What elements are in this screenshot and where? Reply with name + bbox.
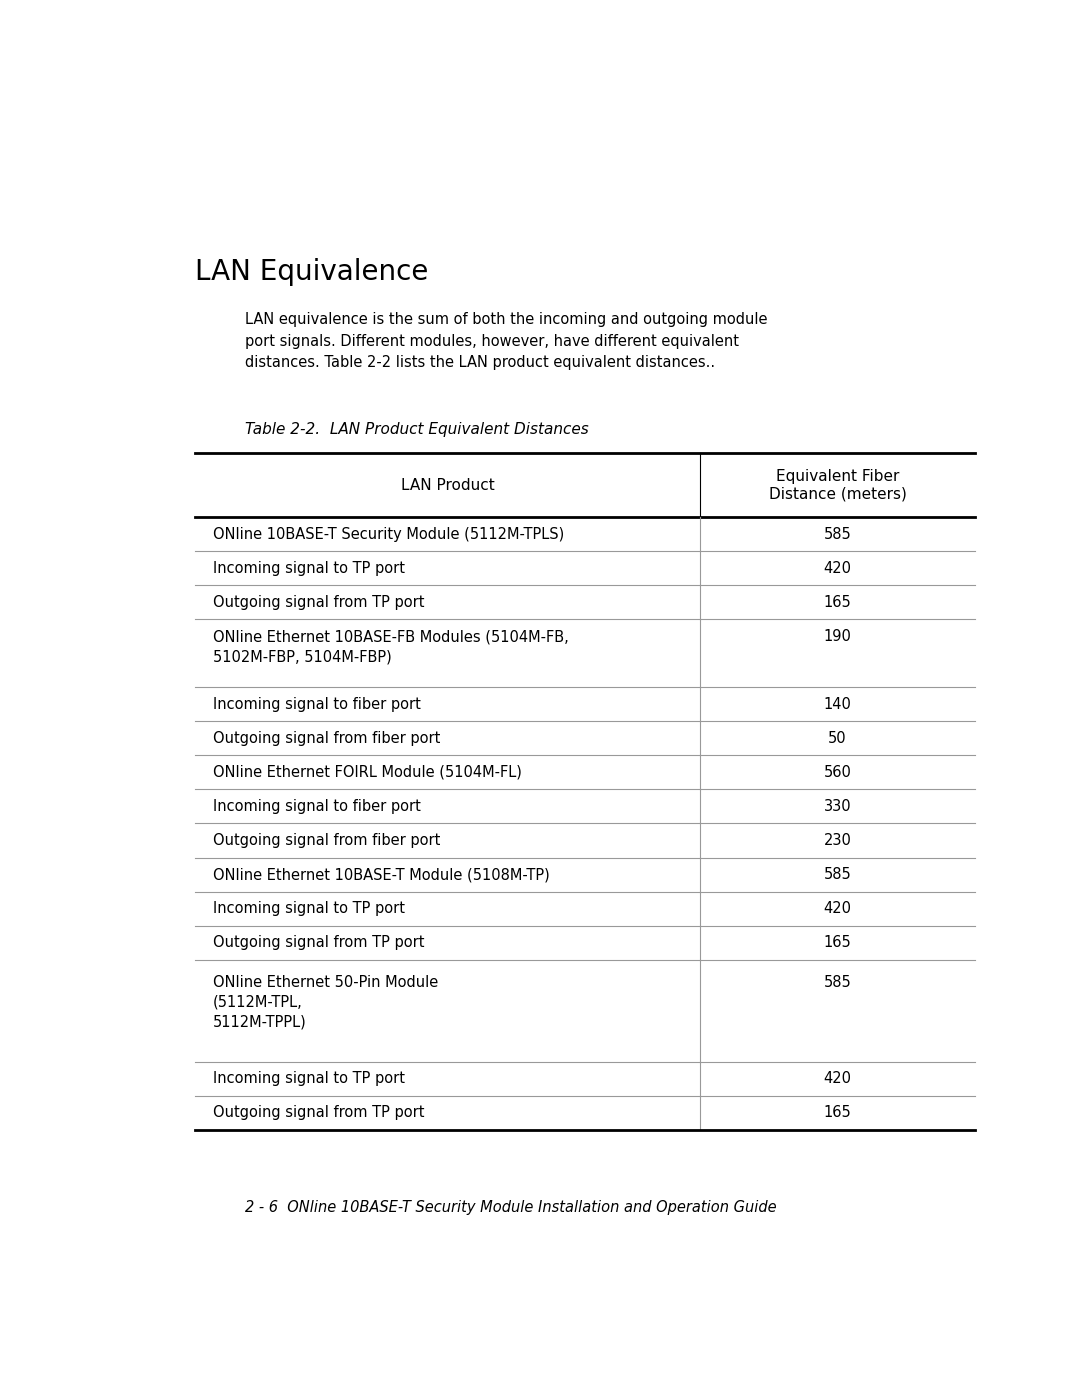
Text: 190: 190	[824, 630, 851, 644]
Text: 420: 420	[824, 1071, 851, 1087]
Text: 330: 330	[824, 799, 851, 814]
Text: 140: 140	[824, 697, 851, 712]
Text: ONline Ethernet 50-Pin Module
(5112M-TPL,
5112M-TPPL): ONline Ethernet 50-Pin Module (5112M-TPL…	[213, 975, 438, 1030]
Text: Incoming signal to TP port: Incoming signal to TP port	[213, 1071, 405, 1087]
Text: Outgoing signal from TP port: Outgoing signal from TP port	[213, 1105, 424, 1120]
Text: 2 - 6  ONline 10BASE-T Security Module Installation and Operation Guide: 2 - 6 ONline 10BASE-T Security Module In…	[245, 1200, 777, 1215]
Text: Outgoing signal from TP port: Outgoing signal from TP port	[213, 935, 424, 950]
Text: ONline 10BASE-T Security Module (5112M-TPLS): ONline 10BASE-T Security Module (5112M-T…	[213, 527, 564, 542]
Text: 165: 165	[824, 595, 851, 609]
Text: Incoming signal to TP port: Incoming signal to TP port	[213, 560, 405, 576]
Text: ONline Ethernet 10BASE-FB Modules (5104M-FB,
5102M-FBP, 5104M-FBP): ONline Ethernet 10BASE-FB Modules (5104M…	[213, 630, 569, 664]
Text: 165: 165	[824, 935, 851, 950]
Text: Incoming signal to fiber port: Incoming signal to fiber port	[213, 799, 421, 814]
Text: ONline Ethernet 10BASE-T Module (5108M-TP): ONline Ethernet 10BASE-T Module (5108M-T…	[213, 868, 550, 882]
Text: 585: 585	[824, 868, 851, 882]
Text: Outgoing signal from fiber port: Outgoing signal from fiber port	[213, 833, 441, 848]
Text: LAN Equivalence: LAN Equivalence	[195, 258, 429, 286]
Text: ONline Ethernet FOIRL Module (5104M-FL): ONline Ethernet FOIRL Module (5104M-FL)	[213, 766, 522, 780]
Text: Outgoing signal from TP port: Outgoing signal from TP port	[213, 595, 424, 609]
Text: Outgoing signal from fiber port: Outgoing signal from fiber port	[213, 731, 441, 746]
Text: 230: 230	[824, 833, 851, 848]
Text: 420: 420	[824, 560, 851, 576]
Text: 585: 585	[824, 527, 851, 542]
Text: Incoming signal to TP port: Incoming signal to TP port	[213, 901, 405, 916]
Text: 560: 560	[824, 766, 851, 780]
Text: 50: 50	[828, 731, 847, 746]
Text: 420: 420	[824, 901, 851, 916]
Text: Table 2-2.  LAN Product Equivalent Distances: Table 2-2. LAN Product Equivalent Distan…	[245, 422, 589, 437]
Text: LAN Product: LAN Product	[401, 478, 495, 493]
Text: 585: 585	[824, 975, 851, 990]
Text: 165: 165	[824, 1105, 851, 1120]
Text: Incoming signal to fiber port: Incoming signal to fiber port	[213, 697, 421, 712]
Text: Equivalent Fiber
Distance (meters): Equivalent Fiber Distance (meters)	[769, 469, 906, 502]
Text: LAN equivalence is the sum of both the incoming and outgoing module
port signals: LAN equivalence is the sum of both the i…	[245, 312, 768, 370]
